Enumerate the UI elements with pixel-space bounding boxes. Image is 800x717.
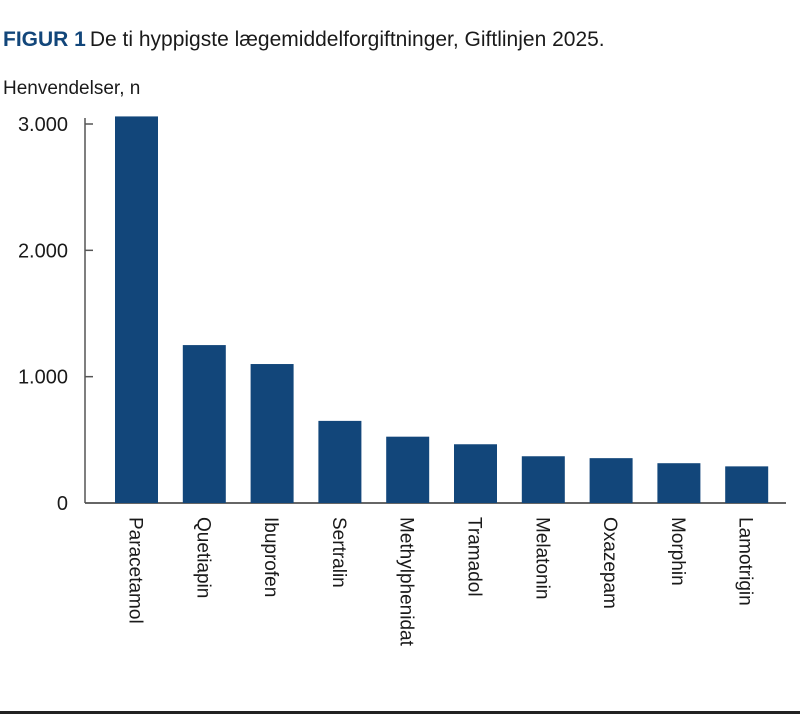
y-tick-label: 0 bbox=[57, 493, 68, 515]
bar-sertralin bbox=[318, 420, 362, 503]
x-tick-label: Methylphenidat bbox=[396, 517, 417, 647]
figure-label: FIGUR 1 bbox=[3, 28, 86, 51]
x-tick-label: Oxazepam bbox=[599, 517, 620, 609]
y-axis-label: Henvendelser, n bbox=[3, 78, 141, 99]
y-tick-label: 2.000 bbox=[18, 240, 68, 262]
bar-paracetamol bbox=[115, 116, 158, 504]
chart-title: FIGUR 1 De ti hyppigste lægemiddelforgift… bbox=[3, 28, 605, 52]
x-tick-label: Ibuprofen bbox=[260, 517, 281, 597]
y-tick-label: 1.000 bbox=[18, 367, 68, 389]
x-tick-label: Morphin bbox=[667, 517, 688, 586]
x-tick-label: Tramadol bbox=[464, 517, 485, 597]
bar-quetiapin bbox=[182, 345, 226, 503]
bar-oxazepam bbox=[589, 458, 633, 503]
bar-methylphenidat bbox=[386, 436, 430, 503]
x-tick-label: Quetiapin bbox=[192, 517, 213, 598]
bar-tramadol bbox=[454, 444, 497, 503]
bar-morphin bbox=[657, 463, 701, 503]
y-tick-label: 3.000 bbox=[18, 114, 68, 136]
bar-lamotrigin bbox=[725, 466, 769, 503]
chart-title-text: De ti hyppigste lægemiddelforgiftninger,… bbox=[89, 28, 605, 51]
x-tick-label: Lamotrigin bbox=[735, 517, 756, 606]
bottom-rule bbox=[0, 711, 800, 714]
x-tick-label: Paracetamol bbox=[125, 517, 146, 624]
x-tick-label: Sertralin bbox=[328, 517, 349, 588]
x-tick-label: Melatonin bbox=[531, 517, 552, 599]
bar-melatonin bbox=[521, 456, 565, 503]
bar-ibuprofen bbox=[250, 364, 294, 503]
